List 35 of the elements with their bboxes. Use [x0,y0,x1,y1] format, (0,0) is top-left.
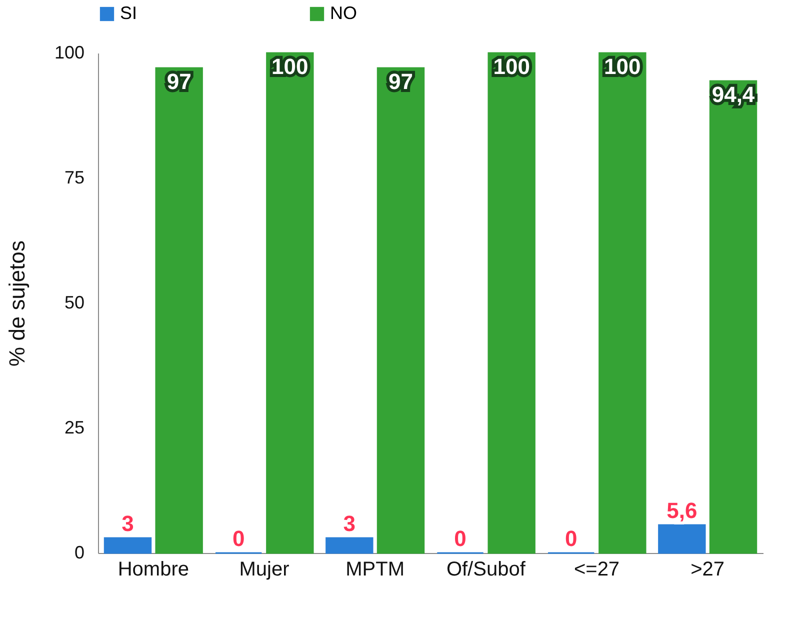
x-tick-label: Hombre [118,558,189,580]
legend-label: NO [330,3,357,23]
y-tick-label: 0 [74,542,84,562]
legend-label: SI [120,3,138,23]
bar [104,537,152,554]
data-label: 100 [493,54,530,79]
bar [488,52,536,554]
data-label: 0 [454,526,466,551]
bar [709,80,758,554]
data-label: 100 [604,54,641,79]
data-label: 100 [272,54,308,79]
data-label: 97 [388,69,413,94]
bar [266,52,314,554]
data-label: 3 [343,511,356,536]
x-tick-label: MPTM [346,558,405,580]
bar [658,524,706,554]
x-tick-label: Mujer [239,558,290,580]
data-label: 5,6 [666,498,698,523]
data-label: 0 [232,526,245,551]
x-tick-label: Of/Subof [446,558,526,580]
y-tick-label: 100 [54,42,84,62]
bar [598,52,646,554]
data-label: 3 [122,511,134,536]
data-label: 94,4 [712,82,756,107]
bar [155,67,203,554]
bar [326,537,374,554]
bar [376,67,425,554]
y-tick-label: 25 [64,418,84,438]
y-tick-label: 50 [64,292,84,312]
y-axis-title: % de sujetos [4,240,30,366]
data-label: 0 [564,526,578,551]
x-tick-label: >27 [690,558,725,580]
x-tick-label: <=27 [574,558,620,580]
y-tick-label: 75 [64,168,84,188]
data-label: 97 [166,69,192,94]
